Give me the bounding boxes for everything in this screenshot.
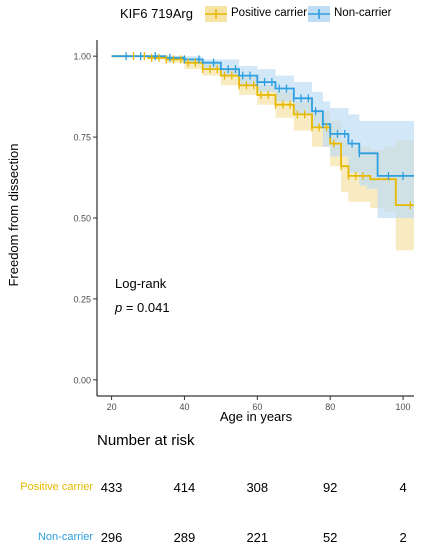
risk-count: 308 — [246, 480, 269, 495]
positive-carrier-legend-label: Positive carrier — [231, 7, 308, 19]
risk-group-non-carrier: Non-carrier — [37, 531, 93, 543]
non-carrier-legend-label: Non-carrier — [334, 7, 392, 19]
risk-count: 414 — [173, 480, 196, 495]
legend: KIF6 719Arg Positive carrier Non-carrier — [0, 2, 424, 26]
x-axis-label: Age in years — [220, 409, 293, 424]
censor-marks — [125, 52, 412, 210]
risk-table-title: Number at risk — [97, 432, 195, 449]
survival-plot: 0.00 0.25 0.50 0.75 1.00 20 40 60 80 100 Freedom … — [6, 40, 414, 424]
risk-count: 92 — [322, 480, 338, 495]
risk-group-positive-carrier: Positive carrier — [20, 481, 93, 493]
logrank-label: Log-rank — [115, 276, 167, 291]
risk-count: 4 — [399, 480, 407, 495]
legend-title: KIF6 719Arg — [120, 6, 193, 21]
x-tick-label: 100 — [396, 402, 411, 412]
p-value-text: p = 0.041 — [114, 300, 170, 315]
risk-count: 2 — [399, 530, 407, 545]
risk-count: 289 — [173, 530, 196, 545]
y-tick-label: 0.25 — [73, 294, 91, 304]
x-tick-label: 40 — [179, 402, 189, 412]
risk-count: 52 — [322, 530, 338, 545]
y-tick-label: 1.00 — [73, 52, 91, 62]
risk-count: 221 — [246, 530, 269, 545]
axes: 0.00 0.25 0.50 0.75 1.00 20 40 60 80 100 — [73, 40, 414, 412]
non-carrier-confidence-band — [111, 56, 414, 219]
y-tick-label: 0.50 — [73, 214, 91, 224]
x-tick-label: 80 — [325, 402, 335, 412]
p-symbol: p — [114, 300, 122, 315]
risk-count: 296 — [100, 530, 123, 545]
p-value: = 0.041 — [122, 300, 169, 315]
positive-carrier-legend-line-icon — [205, 9, 227, 19]
y-tick-label: 0.00 — [73, 375, 91, 385]
y-axis-label: Freedom from dissection — [6, 143, 21, 286]
x-tick-label: 60 — [252, 402, 262, 412]
risk-count: 433 — [100, 480, 123, 495]
y-tick-label: 0.75 — [73, 133, 91, 143]
non-carrier-legend-line-icon — [308, 9, 330, 19]
x-tick-label: 20 — [107, 402, 117, 412]
